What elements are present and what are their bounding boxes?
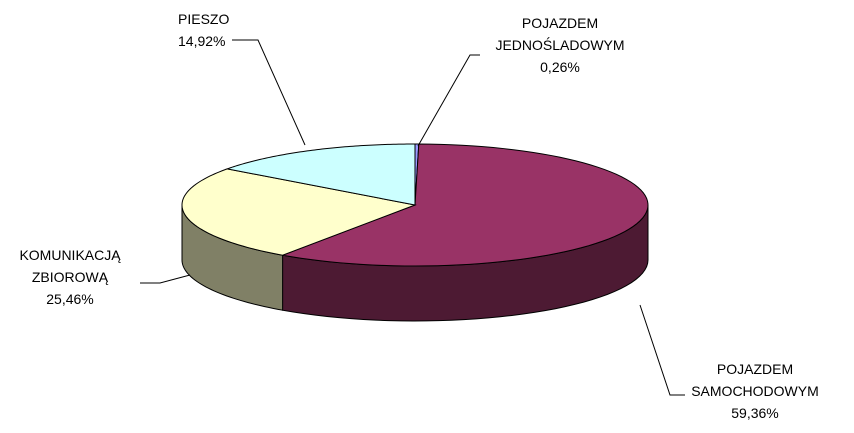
value-label: 25,46% <box>46 291 94 307</box>
leader-line <box>140 274 191 284</box>
category-label: POJAZDEM SAMOCHODOWYM <box>691 361 819 399</box>
slice-label: POJAZDEM JEDNOŚLADOWYM 0,26% <box>485 12 635 78</box>
leader-line <box>417 54 480 147</box>
slice-label: PIESZO 14,92% <box>178 8 248 52</box>
value-label: 59,36% <box>731 405 779 421</box>
value-label: 14,92% <box>178 33 226 49</box>
value-label: 0,26% <box>540 59 580 75</box>
leader-line <box>232 39 306 146</box>
slice-label: POJAZDEM SAMOCHODOWYM 59,36% <box>680 358 830 424</box>
leader-line <box>639 304 685 396</box>
pie-slice <box>181 168 417 256</box>
pie-slice <box>280 143 649 267</box>
category-label: PIESZO <box>178 11 230 27</box>
category-label: KOMUNIKACJĄ ZBIOROWĄ <box>19 247 121 285</box>
pie-slice <box>225 143 416 206</box>
slice-label: KOMUNIKACJĄ ZBIOROWĄ 25,46% <box>5 244 135 310</box>
category-label: POJAZDEM JEDNOŚLADOWYM <box>495 15 625 53</box>
